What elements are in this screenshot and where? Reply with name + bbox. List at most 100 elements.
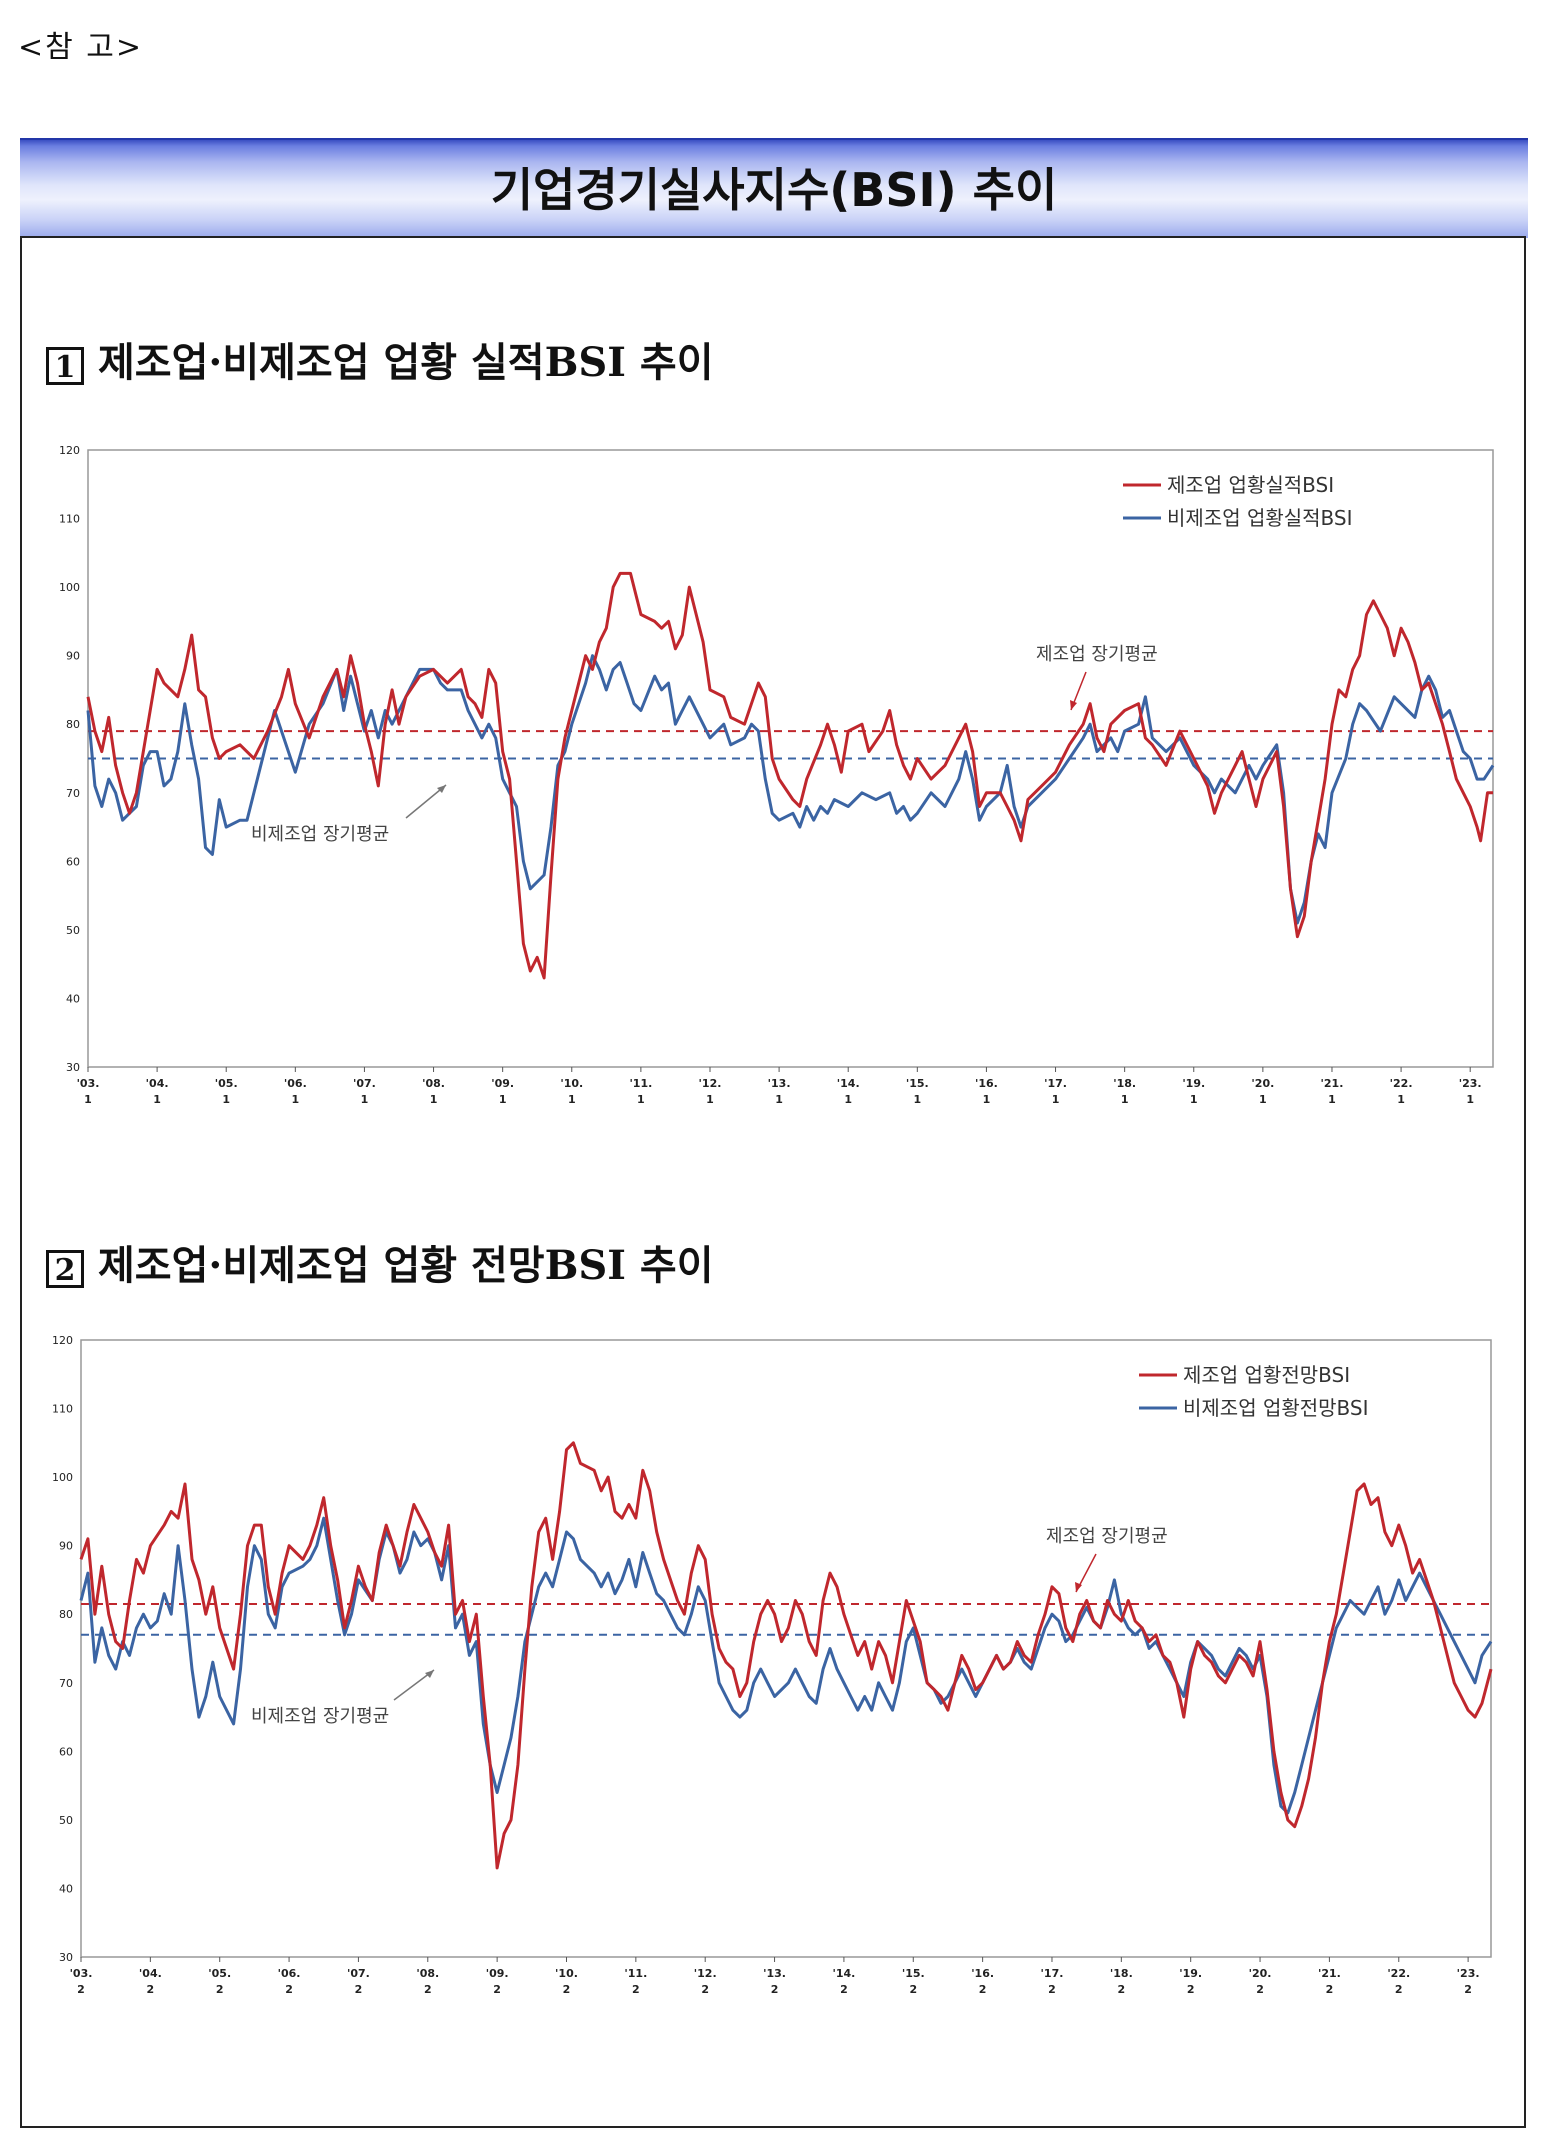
x-tick-month-label: 1 [1328, 1093, 1336, 1106]
non-manufacturing-average-label: 비제조업 장기평균 [251, 1706, 389, 1727]
non-manufacturing-average-label: 비제조업 장기평균 [251, 824, 389, 845]
x-tick-label: '04. [139, 1967, 162, 1980]
x-tick-month-label: 2 [1118, 1983, 1126, 1996]
x-tick-month-label: 1 [913, 1093, 921, 1106]
x-tick-month-label: 2 [493, 1983, 501, 1996]
y-tick-label: 70 [59, 1677, 73, 1690]
x-tick-label: '12. [694, 1967, 717, 1980]
section-title-2: 2 제조업·비제조업 업황 전망BSI 추이 [46, 1233, 714, 1291]
x-tick-label: '09. [491, 1077, 514, 1090]
x-tick-label: '13. [763, 1967, 786, 1980]
plot-area [87, 449, 1494, 1068]
y-tick-label: 110 [59, 513, 80, 526]
x-tick-label: '03. [77, 1077, 100, 1090]
x-tick-month-label: 1 [1397, 1093, 1405, 1106]
x-tick-label: '20. [1249, 1967, 1272, 1980]
y-tick-label: 80 [59, 1608, 73, 1621]
x-tick-label: '07. [353, 1077, 376, 1090]
x-tick-month-label: 2 [632, 1983, 640, 1996]
reference-note: <참 고> [18, 30, 144, 65]
x-tick-month-label: 2 [840, 1983, 848, 1996]
section-title-text-1: 제조업·비제조업 업황 실적BSI 추이 [98, 339, 714, 386]
x-tick-month-label: 1 [1052, 1093, 1060, 1106]
x-tick-month-label: 1 [1466, 1093, 1474, 1106]
non-manufacturing-average-pointer [405, 784, 447, 819]
section-title-text-2: 제조업·비제조업 업황 전망BSI 추이 [98, 1242, 714, 1289]
x-tick-month-label: 2 [424, 1983, 432, 1996]
manufacturing-average-arrowhead [1075, 1582, 1082, 1592]
x-tick-month-label: 2 [355, 1983, 363, 1996]
x-tick-label: '03. [70, 1967, 93, 1980]
y-tick-label: 40 [66, 992, 80, 1005]
x-tick-label: '14. [837, 1077, 860, 1090]
chart-outlook-bsi: 120 110 100 90 80 70 60 50 40 30 '03. 2 '04. 2 '05. 2 '0… [52, 1334, 1493, 1996]
manufacturing-average-label: 제조업 장기평균 [1036, 644, 1158, 665]
x-tick-month-label: 2 [216, 1983, 224, 1996]
x-tick-month-label: 2 [1256, 1983, 1264, 1996]
x-tick-month-label: 1 [222, 1093, 230, 1106]
x-tick-label: '10. [555, 1967, 578, 1980]
x-tick-label: '17. [1041, 1967, 1064, 1980]
x-tick-label: '07. [347, 1967, 370, 1980]
x-tick-label: '11. [629, 1077, 652, 1090]
x-tick-label: '19. [1179, 1967, 1202, 1980]
x-tick-month-label: 2 [1187, 1983, 1195, 1996]
x-tick-label: '05. [215, 1077, 238, 1090]
x-tick-label: '20. [1251, 1077, 1274, 1090]
x-tick-label: '22. [1390, 1077, 1413, 1090]
non-manufacturing-average-arrowhead [425, 1670, 434, 1678]
x-tick-label: '11. [624, 1967, 647, 1980]
x-tick-month-label: 1 [775, 1093, 783, 1106]
x-tick-label: '15. [902, 1967, 925, 1980]
y-tick-label: 110 [52, 1403, 73, 1416]
x-tick-month-label: 2 [1464, 1983, 1472, 1996]
x-tick-label: '13. [768, 1077, 791, 1090]
y-tick-label: 30 [59, 1951, 73, 1964]
x-tick-month-label: 2 [563, 1983, 571, 1996]
plot-area [80, 1339, 1492, 1958]
x-tick-label: '10. [560, 1077, 583, 1090]
legend-label: 제조업 업황실적BSI [1167, 473, 1334, 497]
y-tick-label: 50 [59, 1814, 73, 1827]
x-tick-month-label: 1 [983, 1093, 991, 1106]
y-tick-label: 80 [66, 718, 80, 731]
x-tick-month-label: 2 [285, 1983, 293, 1996]
x-tick-month-label: 2 [1326, 1983, 1334, 1996]
y-tick-label: 120 [59, 444, 80, 457]
x-tick-label: '12. [699, 1077, 722, 1090]
x-tick-label: '05. [208, 1967, 231, 1980]
x-tick-label: '23. [1459, 1077, 1482, 1090]
x-tick-label: '19. [1182, 1077, 1205, 1090]
x-tick-label: '16. [971, 1967, 994, 1980]
x-tick-month-label: 2 [701, 1983, 709, 1996]
y-tick-label: 100 [59, 581, 80, 594]
title-banner: 기업경기실사지수(BSI) 추이 [20, 138, 1528, 238]
x-tick-label: '18. [1110, 1967, 1133, 1980]
x-tick-label: '21. [1321, 1077, 1344, 1090]
x-tick-label: '08. [416, 1967, 439, 1980]
section-number-1: 1 [46, 347, 84, 385]
x-tick-label: '17. [1044, 1077, 1067, 1090]
page-title: 기업경기실사지수(BSI) 추이 [490, 163, 1058, 217]
legend-label: 비제조업 업황실적BSI [1167, 506, 1353, 530]
x-tick-month-label: 2 [1395, 1983, 1403, 1996]
manufacturing-average-label: 제조업 장기평균 [1046, 1526, 1168, 1547]
x-tick-month-label: 1 [361, 1093, 369, 1106]
x-tick-month-label: 2 [771, 1983, 779, 1996]
y-tick-label: 90 [66, 650, 80, 663]
y-tick-label: 50 [66, 924, 80, 937]
y-tick-label: 90 [59, 1540, 73, 1553]
legend-label: 비제조업 업황전망BSI [1183, 1396, 1369, 1420]
content-frame [20, 236, 1526, 2128]
x-tick-month-label: 2 [979, 1983, 987, 1996]
x-tick-month-label: 2 [77, 1983, 85, 1996]
x-tick-month-label: 1 [499, 1093, 507, 1106]
x-tick-label: '15. [906, 1077, 929, 1090]
y-tick-label: 40 [59, 1882, 73, 1895]
x-tick-month-label: 1 [568, 1093, 576, 1106]
x-tick-month-label: 1 [292, 1093, 300, 1106]
x-tick-month-label: 2 [909, 1983, 917, 1996]
y-tick-label: 100 [52, 1471, 73, 1484]
section-number-2: 2 [46, 1250, 84, 1288]
x-tick-label: '18. [1113, 1077, 1136, 1090]
